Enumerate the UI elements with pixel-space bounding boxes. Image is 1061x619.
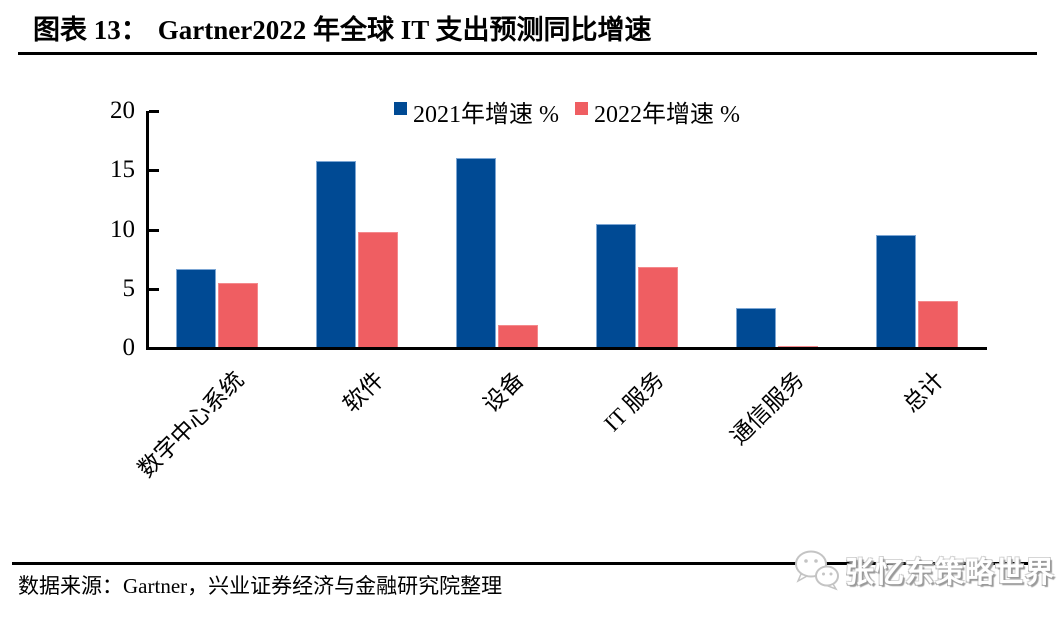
watermark-text: 张忆东策略世界 <box>844 557 1055 589</box>
legend-label-2021: 2021年增速 % <box>413 102 559 128</box>
y-tick-mark-15 <box>149 169 159 173</box>
legend-item-2021: 2021年增速 % <box>394 94 559 129</box>
bar-2021-5 <box>736 307 776 348</box>
x-axis-label-3: 设备 <box>478 366 529 418</box>
y-tick-label-10: 10 <box>110 215 135 243</box>
y-tick-label-15: 15 <box>110 156 135 184</box>
figure-header: 图表 13： Gartner2022 年全球 IT 支出预测同比增速 <box>33 8 652 47</box>
y-tick-label-0: 0 <box>122 334 136 361</box>
legend-label-2022: 2022年增速 % <box>594 102 740 128</box>
footer-rule <box>12 562 1048 565</box>
title-underline <box>18 52 1037 55</box>
bar-2022-4 <box>638 267 678 348</box>
chart-legend: 2021年增速 % 2022年增速 % <box>147 94 987 129</box>
bar-2021-6 <box>876 235 916 348</box>
watermark: 张忆东策略世界 <box>793 549 1055 591</box>
y-tick-mark-10 <box>149 228 159 232</box>
wechat-chat-bubbles-icon <box>794 550 839 591</box>
legend-item-2022: 2022年增速 % <box>575 94 740 129</box>
x-axis-label-4: IT 服务 <box>599 366 669 437</box>
bar-2022-2 <box>358 231 398 348</box>
y-tick-mark-20 <box>149 110 159 113</box>
y-tick-mark-5 <box>149 287 159 291</box>
bar-2021-2 <box>316 160 356 348</box>
x-axis-label-6: 总计 <box>898 366 949 418</box>
bar-2022-1 <box>218 282 258 348</box>
source-text: 数据来源：Gartner，兴业证券经济与金融研究院整理 <box>18 574 503 598</box>
y-tick-label-20: 20 <box>110 97 135 124</box>
bar-2021-1 <box>176 268 216 348</box>
legend-swatch-2022 <box>575 102 588 115</box>
x-axis-label-5: 通信服务 <box>725 366 809 450</box>
x-axis-line <box>146 347 987 350</box>
x-axis-label-2: 软件 <box>338 366 389 418</box>
legend-swatch-2021 <box>394 102 407 115</box>
figure-label: 图表 13： <box>33 15 148 45</box>
bar-2021-3 <box>456 158 496 348</box>
figure-title: Gartner2022 年全球 IT 支出预测同比增速 <box>157 15 652 45</box>
x-axis-label-1: 数字中心系统 <box>133 366 249 483</box>
y-axis-line <box>146 111 149 350</box>
bar-2022-6 <box>918 300 958 348</box>
bar-2021-4 <box>596 223 636 348</box>
bar-2022-5 <box>778 345 818 348</box>
y-tick-label-5: 5 <box>122 274 136 302</box>
bar-2022-3 <box>498 325 538 348</box>
